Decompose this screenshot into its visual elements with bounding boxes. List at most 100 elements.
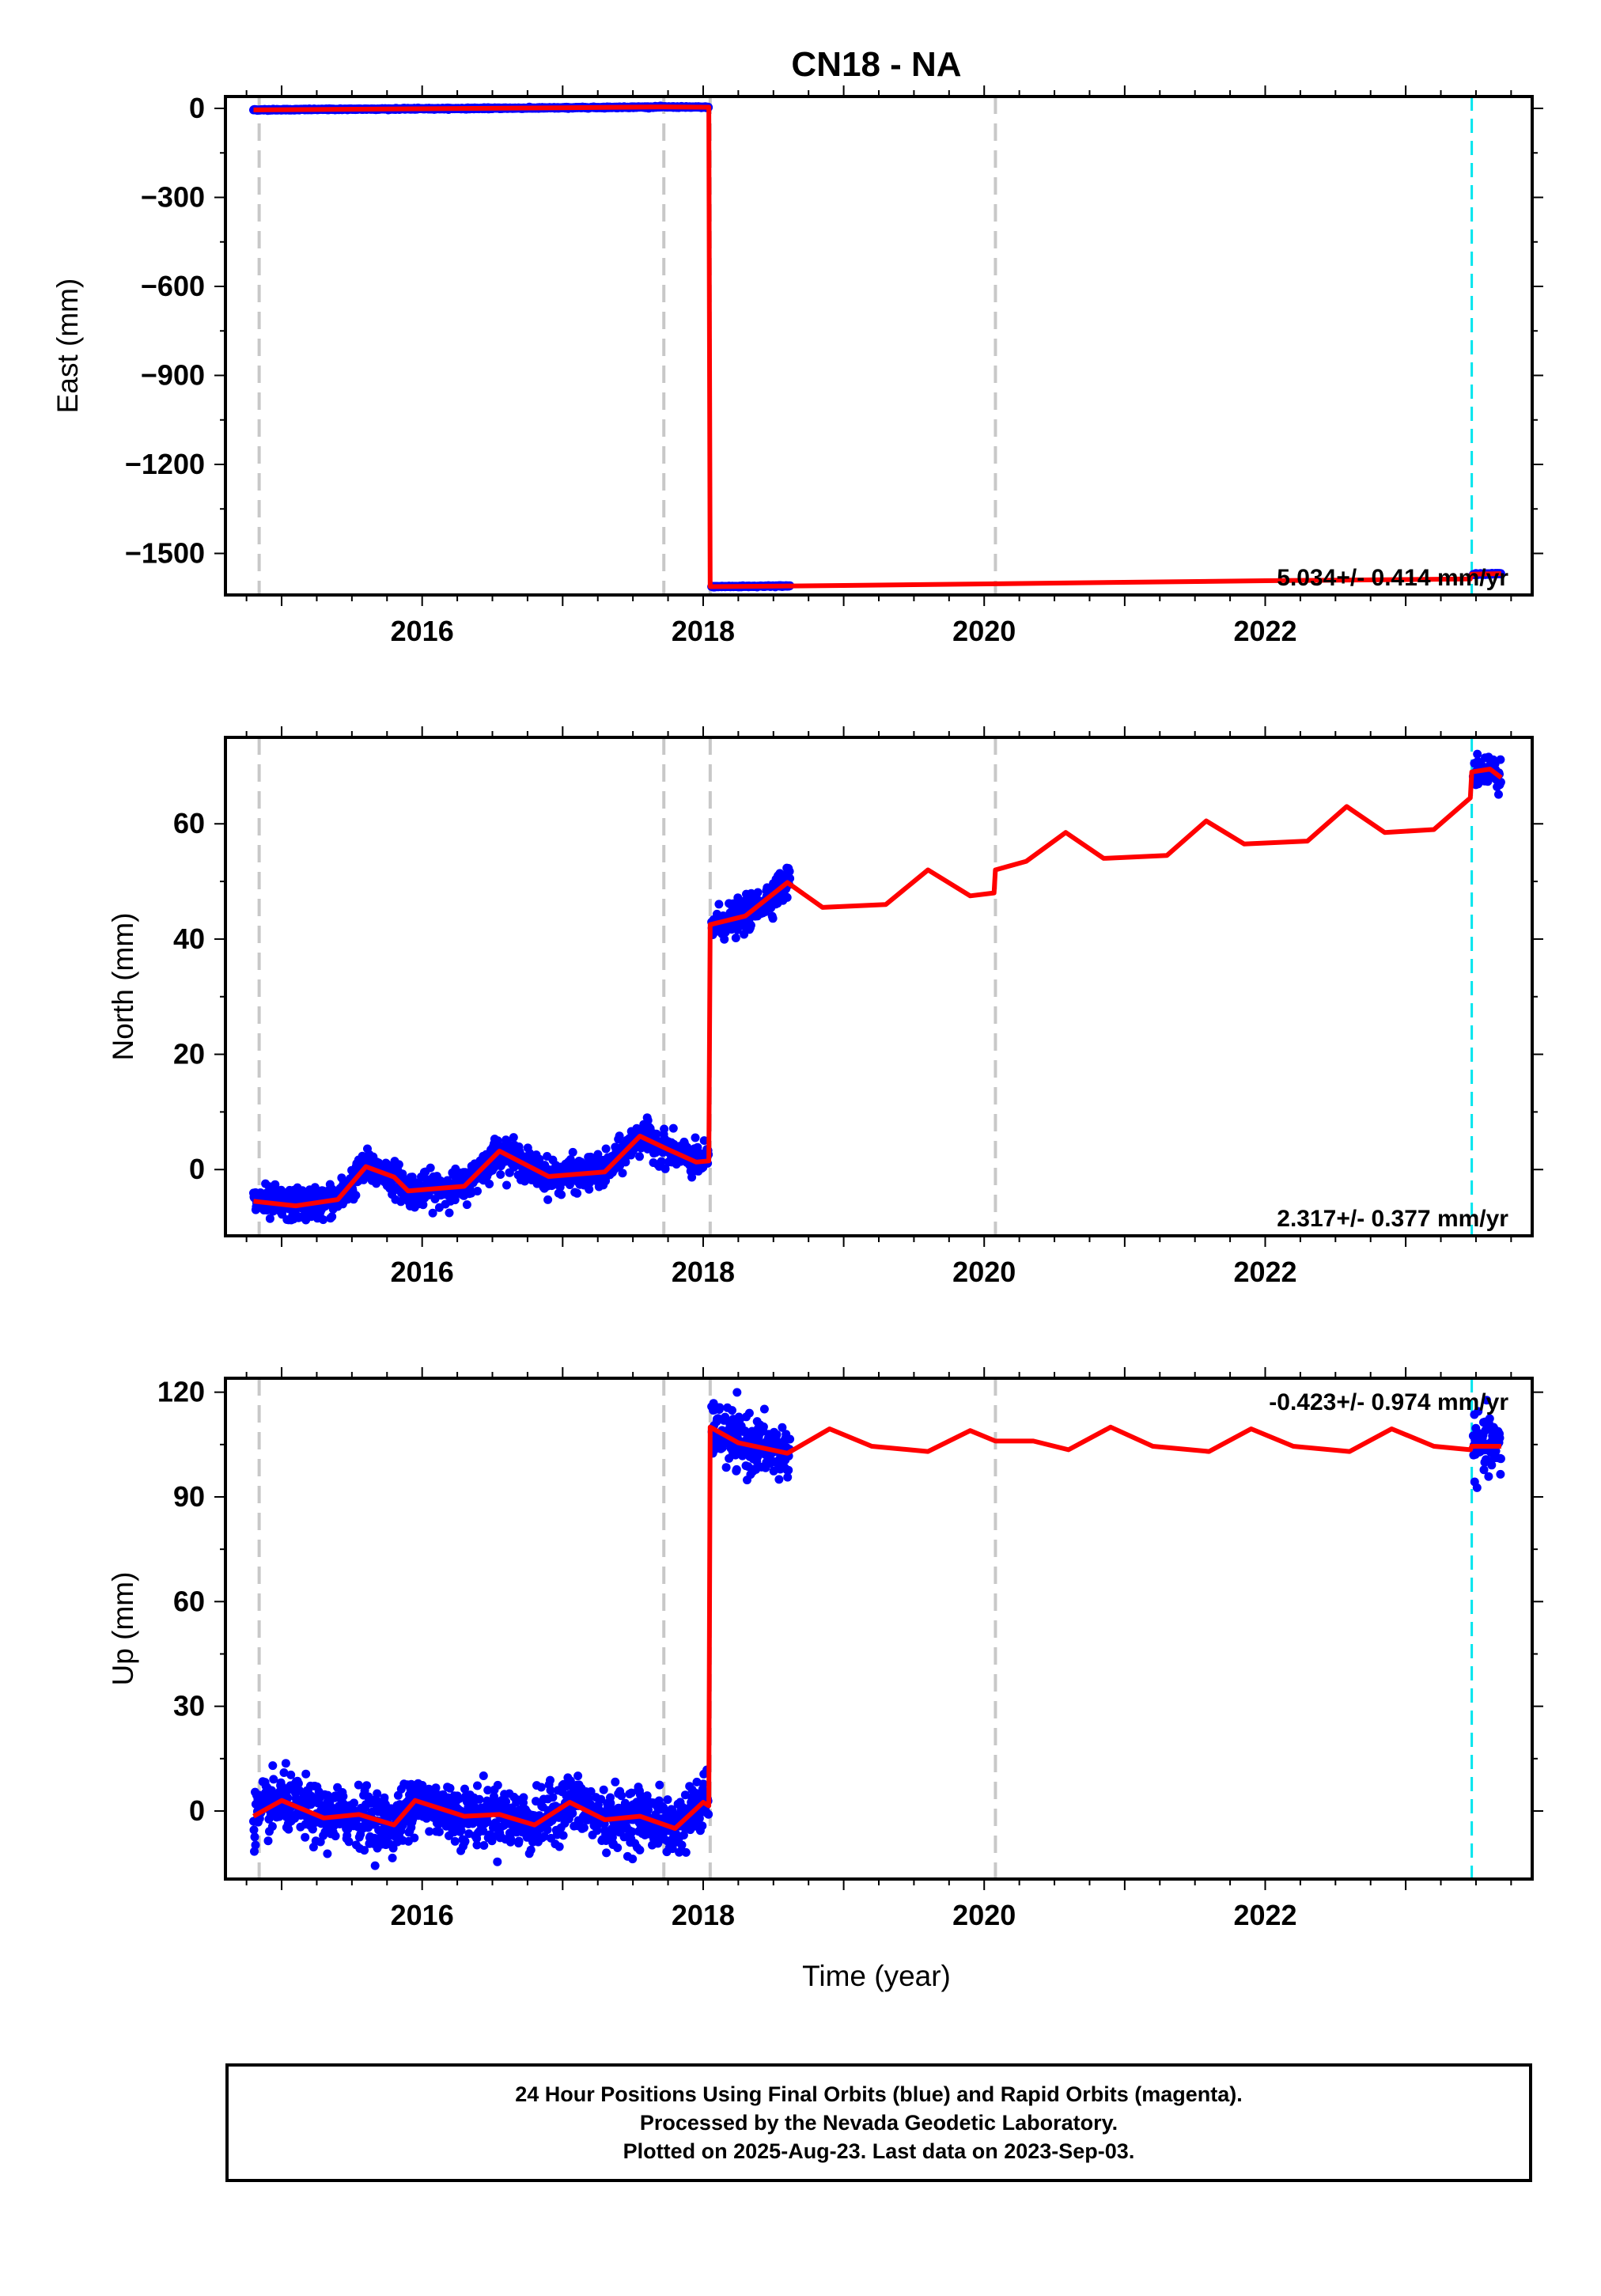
data-point (635, 1845, 645, 1855)
data-point (586, 1786, 596, 1796)
east-panel: 2016 2018 2020 2022 0 −300 −600 −900 −1200 −1500 E… (51, 85, 1543, 647)
data-point (769, 1466, 778, 1476)
data-point (418, 1200, 428, 1210)
data-point (536, 1783, 546, 1792)
data-point (784, 1465, 793, 1475)
data-point (642, 1791, 652, 1801)
data-point (445, 1208, 454, 1218)
data-point (319, 1215, 328, 1225)
x-tick-label: 2020 (952, 615, 1016, 647)
data-point (546, 1775, 554, 1785)
data-point (501, 1797, 511, 1806)
data-point (279, 1768, 289, 1777)
plot-frame (224, 736, 1534, 1237)
data-point (1487, 1461, 1497, 1470)
data-point (687, 1173, 697, 1182)
data-point (543, 1825, 552, 1835)
data-point (496, 1170, 505, 1179)
footer-line-3: Plotted on 2025-Aug-23. Last data on 202… (623, 2139, 1135, 2163)
data-point (431, 1783, 441, 1793)
x-axis-label: Time (year) (802, 1960, 951, 1992)
data-point (380, 1793, 389, 1802)
data-point (450, 1195, 460, 1205)
plot-area (249, 1378, 1505, 1879)
data-point (483, 1817, 492, 1827)
data-point (698, 1821, 707, 1831)
data-point (362, 1781, 371, 1790)
data-point (772, 1430, 782, 1439)
x-tick-label: 2016 (391, 1899, 454, 1931)
data-point (493, 1857, 502, 1866)
data-point (615, 1131, 624, 1141)
data-point (460, 1784, 469, 1794)
footer-line-1: 24 Hour Positions Using Final Orbits (bl… (515, 2082, 1243, 2106)
data-point (479, 1841, 489, 1850)
y-tick-label: 30 (173, 1690, 205, 1722)
model-line (253, 104, 1501, 589)
data-point (596, 1794, 606, 1804)
y-tick-label: 20 (173, 1038, 205, 1070)
y-axis-label: North (mm) (107, 912, 139, 1060)
x-tick-label: 2016 (391, 1256, 454, 1288)
data-point (323, 1849, 332, 1858)
data-point (627, 1827, 637, 1836)
data-point (526, 1845, 536, 1855)
data-point (445, 1783, 455, 1793)
model-line (253, 767, 1503, 1209)
y-axis-label: East (mm) (51, 278, 84, 414)
data-point (573, 1771, 583, 1781)
data-point (732, 925, 742, 934)
data-point (263, 1836, 273, 1846)
data-point (546, 1786, 555, 1795)
data-point (1496, 755, 1505, 764)
data-point (425, 1827, 434, 1836)
x-tick-label: 2022 (1233, 1899, 1296, 1931)
data-point (473, 1187, 482, 1195)
data-point (699, 1136, 709, 1146)
data-point (450, 1836, 460, 1846)
y-tick-label: −1500 (125, 537, 205, 570)
data-point (554, 1842, 564, 1851)
data-point (599, 1785, 608, 1794)
data-point (715, 1403, 725, 1412)
data-point (519, 1793, 528, 1802)
footer-line-2: Processed by the Nevada Geodetic Laborat… (639, 2111, 1118, 2135)
data-point (479, 1826, 488, 1836)
y-tick-label: −1200 (125, 448, 205, 480)
data-point (539, 1832, 549, 1841)
data-point (698, 1779, 708, 1789)
data-point (301, 1769, 311, 1779)
data-point (663, 1795, 672, 1805)
data-point (655, 1780, 664, 1790)
data-point (1496, 1454, 1505, 1464)
data-point (628, 1855, 638, 1864)
data-point (721, 1463, 731, 1472)
x-tick-label: 2018 (672, 1899, 735, 1931)
data-point (286, 1770, 296, 1779)
data-point (579, 1823, 589, 1832)
data-point (568, 1147, 577, 1157)
data-point (783, 1472, 793, 1482)
rate-label: -0.423+/- 0.974 mm/yr (1269, 1389, 1508, 1415)
data-point (732, 1388, 742, 1397)
data-point (660, 1164, 670, 1173)
data-point (618, 1169, 627, 1178)
x-tick-label: 2020 (952, 1899, 1016, 1931)
data-point (1473, 749, 1482, 759)
data-point (308, 1824, 317, 1834)
footer-note: 24 Hour Positions Using Final Orbits (bl… (225, 2063, 1532, 2182)
data-point (1496, 1469, 1505, 1479)
data-point (1479, 1465, 1489, 1475)
data-point (456, 1826, 466, 1836)
data-point (460, 1836, 470, 1846)
data-point (568, 1809, 577, 1818)
data-point (1482, 1396, 1491, 1405)
data-point (617, 1791, 626, 1801)
data-point (281, 1759, 290, 1768)
data-point (677, 1840, 687, 1850)
data-point (585, 1184, 594, 1194)
data-point (367, 1807, 377, 1817)
plot-frame (224, 95, 1534, 597)
x-tick-label: 2018 (672, 1256, 735, 1288)
y-tick-label: 40 (173, 923, 205, 955)
